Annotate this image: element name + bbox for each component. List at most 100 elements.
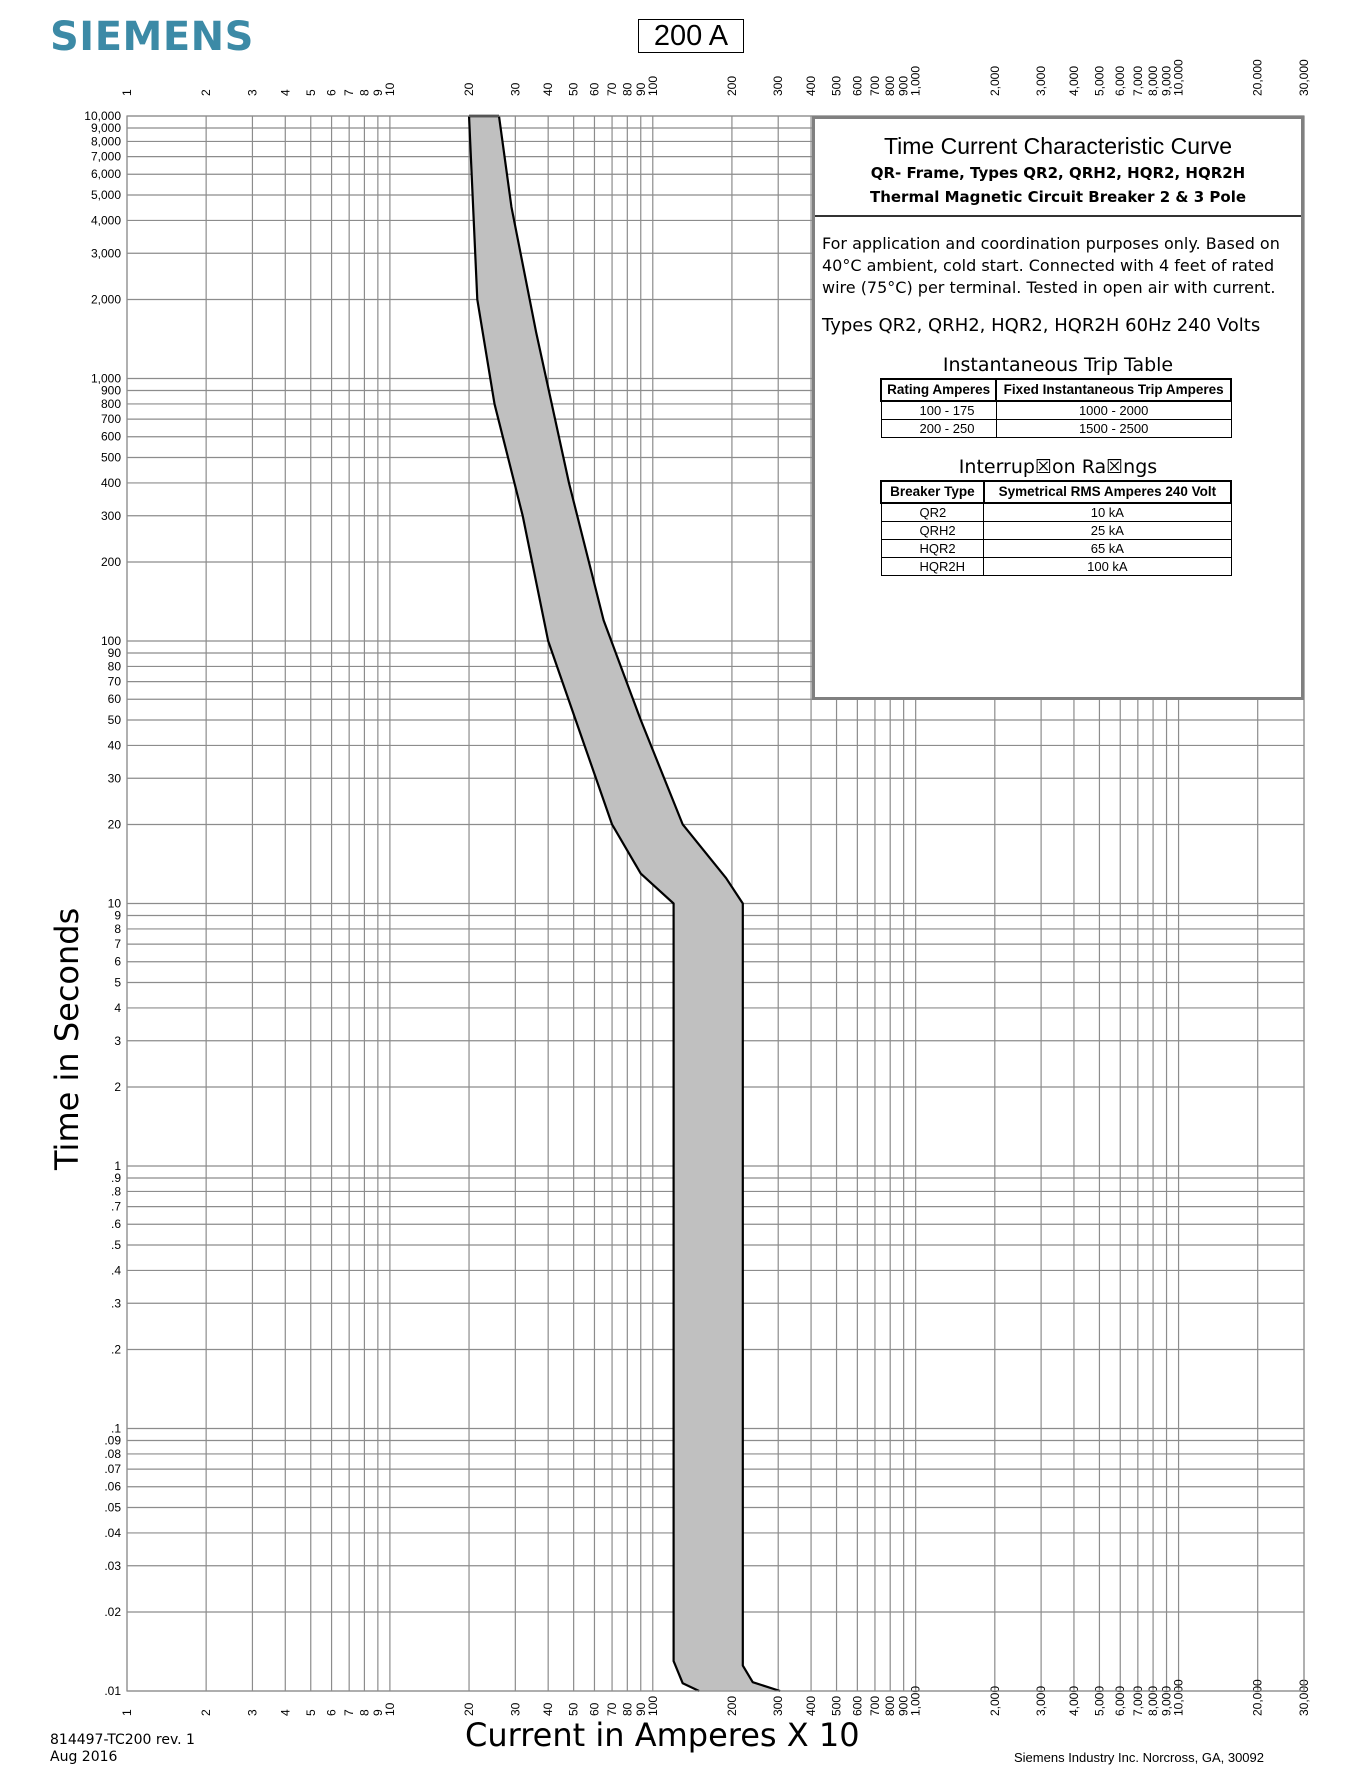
- y-tick-label: 4,000: [91, 213, 121, 227]
- x-tick-label-top: 1: [120, 89, 134, 96]
- x-tick-label-top: 100: [646, 76, 660, 96]
- y-tick-label: .04: [104, 1526, 121, 1540]
- company-address: Siemens Industry Inc. Norcross, GA, 3009…: [1014, 1750, 1264, 1765]
- x-tick-label-top: 3: [245, 89, 259, 96]
- y-tick-label: .03: [104, 1559, 121, 1573]
- x-tick-label-bottom: 8: [357, 1709, 371, 1716]
- x-tick-label-top: 8: [357, 89, 371, 96]
- y-axis-label: Time in Seconds: [48, 907, 86, 1170]
- y-tick-label: .4: [111, 1263, 121, 1277]
- y-tick-label: 8: [114, 922, 121, 936]
- table-header: Rating Amperes: [879, 378, 998, 402]
- x-tick-label-top: 60: [587, 82, 601, 96]
- application-note: For application and coordination purpose…: [822, 234, 1280, 297]
- x-tick-label-bottom: 200: [725, 1696, 739, 1716]
- interruption-ratings-table: Breaker Type Symetrical RMS Amperes 240 …: [880, 480, 1233, 576]
- x-tick-label-bottom: 5,000: [1092, 1686, 1106, 1716]
- y-tick-label: 3,000: [91, 246, 121, 260]
- x-tick-label-bottom: 800: [883, 1696, 897, 1716]
- x-tick-label-top: 9,000: [1160, 66, 1174, 96]
- x-tick-label-bottom: 5: [304, 1709, 318, 1716]
- x-tick-label-bottom: 1: [120, 1709, 134, 1716]
- x-tick-label-top: 40: [541, 82, 555, 96]
- y-tick-label: 2: [114, 1080, 121, 1094]
- y-tick-label: .08: [104, 1447, 121, 1461]
- y-tick-label: 20: [108, 817, 122, 831]
- x-tick-label-top: 20,000: [1251, 59, 1265, 96]
- x-tick-label-top: 5,000: [1092, 66, 1106, 96]
- x-tick-label-bottom: 4,000: [1067, 1686, 1081, 1716]
- x-tick-label-bottom: 3: [245, 1709, 259, 1716]
- y-tick-label: 3: [114, 1034, 121, 1048]
- y-tick-label: 500: [101, 451, 121, 465]
- y-tick-label: .9: [111, 1171, 121, 1185]
- x-tick-label-bottom: 700: [868, 1696, 882, 1716]
- x-tick-label-top: 700: [868, 76, 882, 96]
- y-tick-label: .07: [104, 1462, 121, 1476]
- types-line: Types QR2, QRH2, HQR2, HQR2H 60Hz 240 Vo…: [822, 315, 1261, 336]
- y-tick-label: 800: [101, 397, 121, 411]
- x-tick-label-bottom: 20: [462, 1702, 476, 1716]
- x-tick-label-top: 300: [771, 76, 785, 96]
- x-tick-label-bottom: 10,000: [1172, 1679, 1186, 1716]
- x-tick-label-top: 7: [342, 89, 356, 96]
- x-tick-label-top: 10: [383, 82, 397, 96]
- chart-title: Time Current Characteristic Curve: [883, 133, 1233, 159]
- x-tick-label-bottom: 6: [325, 1709, 339, 1716]
- y-tick-label: 900: [101, 384, 121, 398]
- x-tick-label-bottom: 2: [199, 1709, 213, 1716]
- y-tick-label: .02: [104, 1605, 121, 1619]
- y-tick-label: 6,000: [91, 167, 121, 181]
- document-id: 814497-TC200 rev. 1 Aug 2016: [50, 1732, 195, 1766]
- x-tick-label-bottom: 4: [278, 1709, 292, 1716]
- y-tick-label: .01: [104, 1684, 121, 1698]
- table-cell: 1000 - 2000: [995, 400, 1232, 420]
- table-row: HQR2 65 kA: [880, 539, 1232, 558]
- y-tick-label: 10,000: [84, 109, 121, 123]
- x-tick-label-top: 80: [620, 82, 634, 96]
- table-cell: HQR2: [880, 539, 985, 558]
- x-tick-label-top: 7,000: [1131, 66, 1145, 96]
- table-cell: 10 kA: [983, 502, 1232, 522]
- x-tick-label-top: 30: [508, 82, 522, 96]
- x-tick-label-bottom: 80: [620, 1702, 634, 1716]
- y-tick-label: .1: [111, 1422, 121, 1436]
- y-tick-label: 7: [114, 937, 121, 951]
- x-tick-label-top: 1,000: [909, 66, 923, 96]
- chart-subtitle-2: Thermal Magnetic Circuit Breaker 2 & 3 P…: [869, 188, 1247, 206]
- y-tick-label: .5: [111, 1238, 121, 1252]
- y-tick-label: 1: [114, 1159, 121, 1173]
- y-tick-label: 5,000: [91, 188, 121, 202]
- rating-badge: 200 A: [638, 19, 744, 53]
- instantaneous-trip-table: Rating Amperes Fixed Instantaneous Trip …: [879, 378, 1232, 438]
- table-row: 200 - 250 1500 - 2500: [880, 419, 1232, 438]
- y-tick-label: 90: [108, 646, 122, 660]
- x-tick-label-top: 70: [605, 82, 619, 96]
- table-cell: 100 - 175: [880, 400, 997, 420]
- y-tick-label: 10: [108, 897, 122, 911]
- x-tick-label-top: 6,000: [1113, 66, 1127, 96]
- y-tick-label: 300: [101, 509, 121, 523]
- chart-subtitle: QR- Frame, Types QR2, QRH2, HQR2, HQR2H: [870, 164, 1246, 182]
- y-tick-label: 7,000: [91, 150, 121, 164]
- x-tick-label-top: 3,000: [1034, 66, 1048, 96]
- x-tick-label-bottom: 40: [541, 1702, 555, 1716]
- y-tick-label: 100: [101, 634, 121, 648]
- y-tick-label: 5: [114, 976, 121, 990]
- x-tick-label-bottom: 1,000: [909, 1686, 923, 1716]
- x-tick-label-bottom: 90: [634, 1702, 648, 1716]
- table-cell: 100 kA: [983, 557, 1232, 576]
- x-tick-label-bottom: 50: [567, 1702, 581, 1716]
- table-row: QR2 10 kA: [880, 502, 1232, 522]
- y-tick-label: 4: [114, 1001, 121, 1015]
- y-tick-label: 40: [108, 738, 122, 752]
- x-tick-label-top: 9: [371, 89, 385, 96]
- x-tick-label-top: 900: [897, 76, 911, 96]
- table-cell: 25 kA: [983, 521, 1232, 540]
- x-axis-label: Current in Amperes X 10: [465, 1716, 860, 1754]
- info-panel: Time Current Characteristic Curve QR- Fr…: [812, 116, 1304, 700]
- y-tick-label: 9,000: [91, 121, 121, 135]
- info-header: Time Current Characteristic Curve QR- Fr…: [815, 119, 1301, 217]
- x-tick-label-bottom: 400: [804, 1696, 818, 1716]
- table-row: 100 - 175 1000 - 2000: [880, 400, 1232, 420]
